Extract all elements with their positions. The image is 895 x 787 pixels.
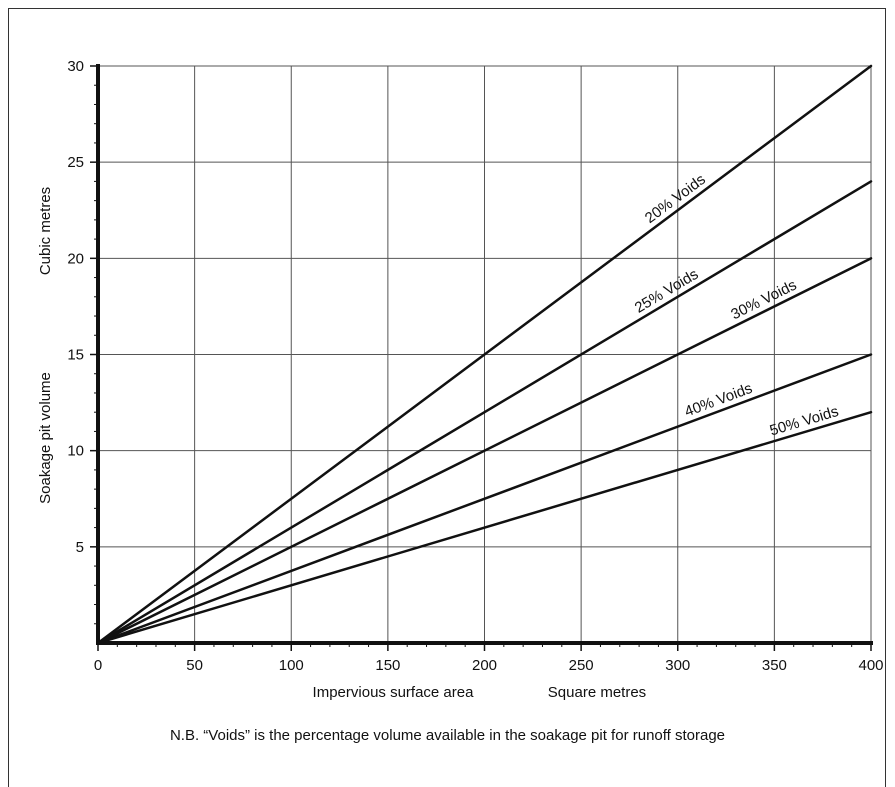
x-tick-label: 100 <box>279 657 304 674</box>
x-tick-label: 350 <box>762 657 787 674</box>
series-label: 40% Voids <box>682 380 754 421</box>
series-label: 20% Voids <box>642 171 709 227</box>
series-line <box>96 257 873 645</box>
x-tick-label: 250 <box>569 657 594 674</box>
series-label: 25% Voids <box>632 266 702 317</box>
x-axis-unit-label: Square metres <box>548 684 646 701</box>
series-line <box>96 64 873 645</box>
x-tick-label: 150 <box>375 657 400 674</box>
series-line <box>96 410 873 645</box>
x-axis-title: Impervious surface area <box>313 684 475 701</box>
y-tick-label: 20 <box>67 250 84 267</box>
chart-frame <box>8 8 886 787</box>
y-tick-label: 30 <box>67 58 84 75</box>
y-tick-label: 25 <box>67 154 84 171</box>
series-line <box>96 180 873 645</box>
x-tick-label: 0 <box>94 657 102 674</box>
y-tick-label: 5 <box>76 539 84 556</box>
series-label: 50% Voids <box>768 403 841 440</box>
x-tick-label: 300 <box>665 657 690 674</box>
y-axis-unit-label: Cubic metres <box>37 187 54 275</box>
x-tick-label: 50 <box>186 657 203 674</box>
y-tick-label: 15 <box>67 347 84 364</box>
y-axis-title: Soakage pit volume <box>37 372 54 504</box>
y-tick-label: 10 <box>67 443 84 460</box>
x-tick-label: 200 <box>472 657 497 674</box>
chart-note: N.B. “Voids” is the percentage volume av… <box>169 727 726 744</box>
series-line <box>96 353 873 645</box>
x-tick-label: 400 <box>858 657 883 674</box>
